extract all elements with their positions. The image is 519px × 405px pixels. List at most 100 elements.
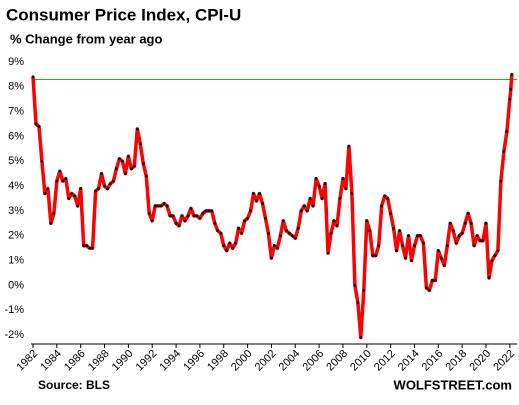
data-point: [100, 172, 104, 176]
data-point: [174, 221, 178, 225]
data-point: [311, 204, 315, 208]
data-point: [240, 231, 244, 235]
data-point: [299, 209, 303, 213]
data-point: [228, 241, 232, 245]
data-point: [314, 177, 318, 181]
data-point: [284, 229, 288, 233]
data-point: [362, 288, 366, 292]
data-point: [320, 197, 324, 200]
x-tick-label: 2012: [372, 348, 398, 374]
data-point: [216, 229, 220, 233]
data-point: [383, 194, 387, 198]
data-point: [180, 214, 184, 218]
data-point: [153, 204, 157, 208]
series-line: [31, 74, 514, 340]
data-point: [195, 214, 199, 218]
data-point: [386, 197, 390, 200]
data-point: [114, 167, 118, 171]
data-point: [404, 256, 408, 260]
x-tick-label: 1998: [205, 348, 231, 374]
data-point: [46, 187, 50, 191]
data-point: [407, 234, 411, 238]
data-point: [275, 246, 279, 250]
data-point: [269, 256, 273, 260]
data-point: [490, 259, 494, 263]
x-tick-label: 1996: [181, 348, 207, 374]
data-point: [91, 246, 95, 250]
x-tick-label: 2016: [420, 348, 446, 374]
data-point: [31, 75, 35, 79]
data-point: [341, 177, 345, 181]
data-point: [123, 172, 127, 176]
data-point: [156, 204, 160, 208]
data-point: [37, 125, 41, 129]
data-point: [451, 229, 455, 233]
data-point: [67, 197, 71, 200]
data-point: [409, 259, 413, 263]
data-point: [389, 211, 393, 215]
data-point: [508, 97, 512, 101]
data-point: [225, 249, 229, 253]
data-point: [296, 226, 300, 230]
x-tick-label: 1994: [157, 348, 183, 374]
data-point: [237, 226, 241, 230]
data-point: [392, 226, 396, 230]
data-point: [70, 192, 74, 196]
data-point: [335, 224, 339, 228]
x-tick-label: 1986: [62, 348, 88, 374]
x-tick-label: 2000: [229, 348, 255, 374]
data-point: [509, 87, 513, 91]
data-point: [135, 127, 139, 131]
data-point: [502, 149, 506, 153]
data-point: [255, 199, 259, 203]
data-point: [496, 249, 500, 253]
data-point: [484, 221, 488, 225]
data-point: [34, 122, 38, 126]
data-point: [85, 244, 89, 248]
x-tick-label: 1992: [134, 348, 160, 374]
data-point: [472, 244, 476, 248]
x-tick-label: 2006: [300, 348, 326, 374]
data-point: [266, 231, 270, 235]
chart-subtitle: % Change from year ago: [10, 31, 162, 46]
data-point: [481, 239, 485, 243]
data-point: [418, 234, 422, 238]
data-point: [43, 192, 47, 196]
data-point: [469, 221, 473, 225]
data-point: [421, 241, 425, 245]
data-point: [401, 244, 405, 248]
data-point: [222, 244, 226, 248]
data-point: [171, 214, 175, 218]
x-tick-label: 2018: [444, 348, 470, 374]
y-tick-label: 2%: [8, 230, 24, 242]
data-point: [305, 209, 309, 213]
credit: WOLFSTREET.com: [394, 377, 512, 392]
data-point: [475, 234, 479, 238]
data-point: [317, 184, 321, 188]
data-point: [231, 246, 235, 250]
x-tick-label: 1990: [110, 348, 136, 374]
data-point: [395, 249, 399, 253]
data-point: [439, 256, 443, 260]
data-point: [454, 241, 458, 245]
y-tick-label: 0%: [8, 279, 24, 291]
data-point: [278, 234, 282, 238]
data-point: [186, 214, 190, 218]
y-tick-label: 7%: [8, 106, 24, 118]
y-tick-label: 4%: [8, 180, 24, 192]
x-tick-label: 2014: [396, 348, 422, 374]
data-point: [147, 211, 151, 215]
data-point: [234, 241, 238, 245]
data-point: [82, 244, 86, 248]
data-point: [201, 211, 205, 215]
data-point: [347, 144, 351, 148]
data-point: [108, 182, 112, 186]
y-tick-label: 3%: [8, 205, 24, 217]
data-point: [263, 216, 267, 220]
y-tick-label: -1%: [4, 304, 24, 316]
data-point: [210, 209, 214, 213]
data-point: [76, 204, 80, 208]
data-point: [183, 219, 187, 223]
y-tick-label: 1%: [8, 254, 24, 266]
data-point: [126, 154, 130, 158]
